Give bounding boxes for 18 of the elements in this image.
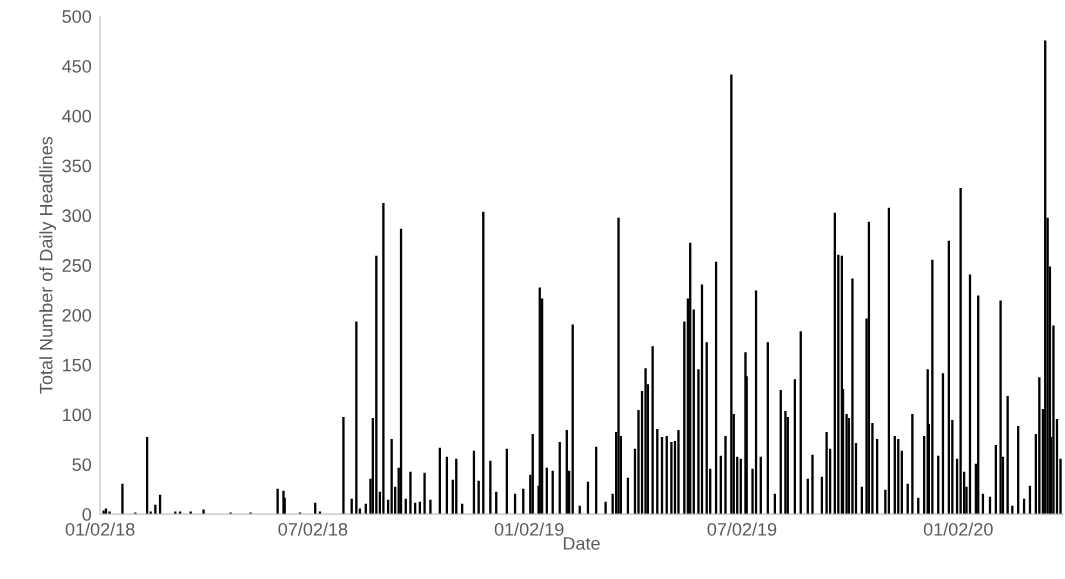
y-tick-label: 150 [63, 358, 92, 372]
x-tick-label: 01/02/19 [494, 522, 564, 536]
y-tick-label: 400 [62, 109, 92, 123]
y-tick-label: 100 [63, 408, 92, 422]
y-axis-title: Total Number of Daily Headlines [39, 136, 57, 394]
y-tick-label: 50 [72, 458, 92, 472]
x-tick-label: 07/02/18 [278, 522, 348, 536]
x-tick-label: 07/02/19 [707, 522, 777, 536]
x-tick-label: 01/02/18 [65, 522, 135, 536]
y-tick-label: 450 [62, 59, 92, 73]
x-tick-label: 01/02/20 [923, 522, 993, 536]
x-axis-title: Date [563, 537, 600, 550]
y-tick-label: 0 [82, 508, 92, 521]
y-tick-label: 250 [62, 259, 92, 272]
y-tick-label: 350 [62, 159, 92, 173]
y-tick-label: 200 [62, 308, 92, 322]
y-tick-label: 500 [62, 10, 92, 23]
y-tick-label: 300 [62, 209, 92, 223]
